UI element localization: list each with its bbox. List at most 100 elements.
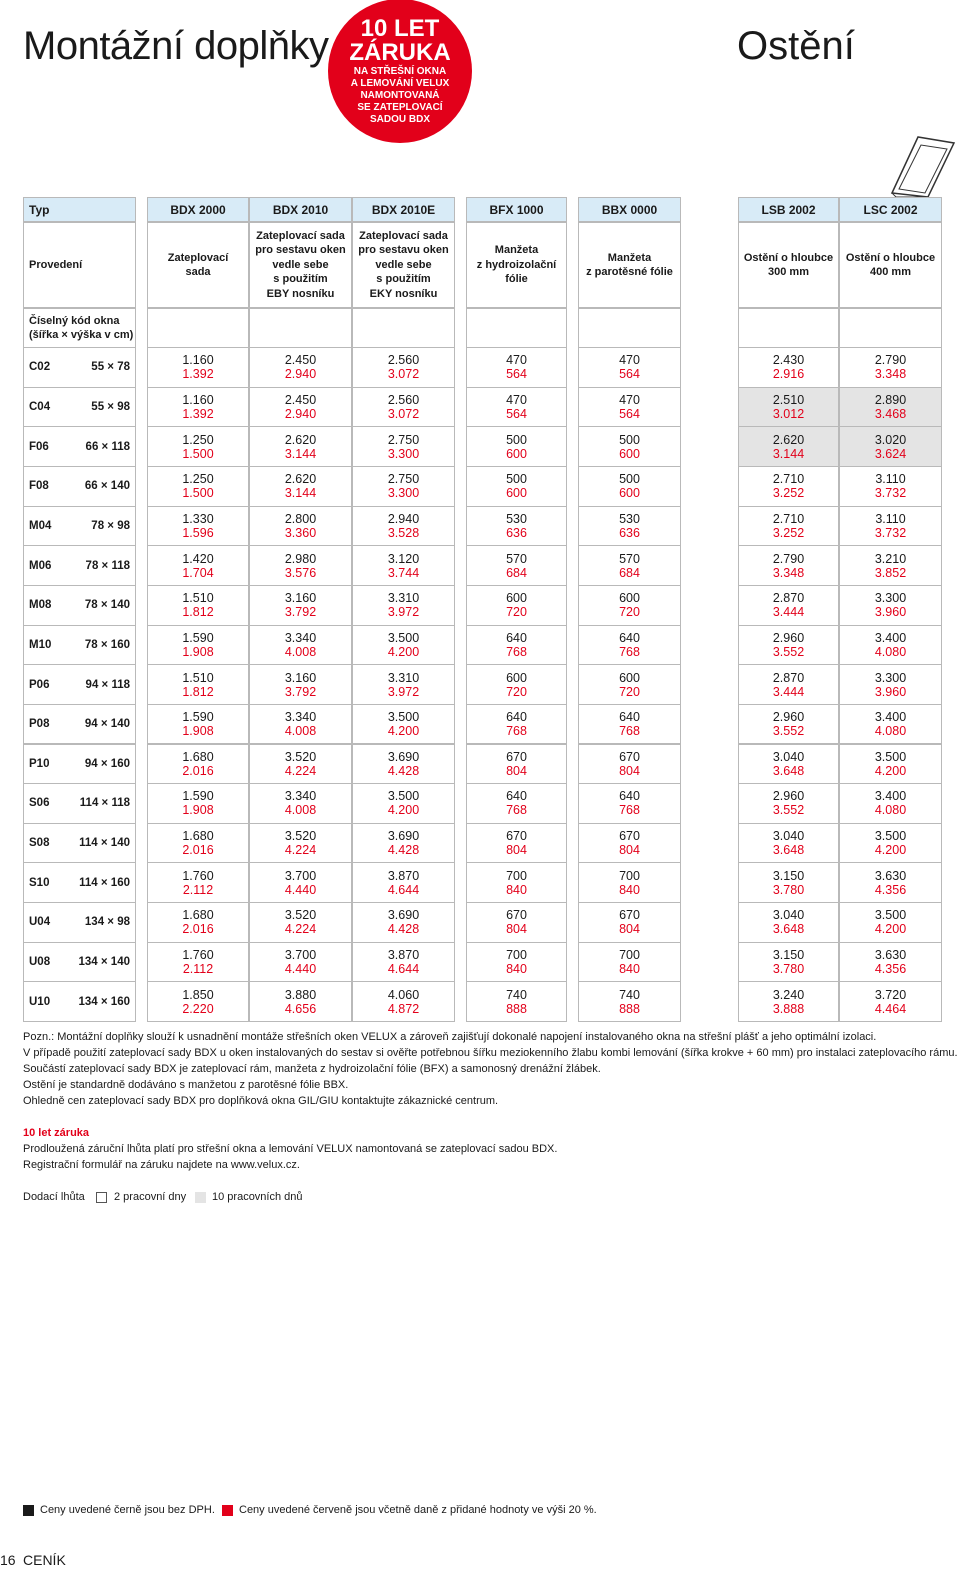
price-net: 570 (619, 551, 640, 566)
price-cell: 2.710 3.252 (738, 505, 839, 547)
price-net: 2.450 (284, 392, 317, 407)
column-code: BDX 2000 (147, 197, 249, 222)
price-cell: 670 804 (466, 822, 567, 864)
price-cell: 4.060 4.872 (352, 981, 455, 1023)
price-net: 700 (619, 868, 640, 883)
price-net: 3.500 (387, 710, 420, 725)
price-net: 530 (619, 511, 640, 526)
price-net: 2.870 (772, 670, 805, 685)
description-line: z hydroizolační (476, 258, 557, 271)
badge-line: NAMONTOVANÁ (360, 90, 440, 101)
price-cell: 640 768 (578, 783, 681, 824)
price-gross: 3.732 (874, 525, 907, 540)
price-gross: 4.080 (874, 803, 907, 818)
price-gross: 888 (619, 1001, 640, 1016)
price-cell: 3.870 4.644 (352, 862, 455, 904)
price-gross: 3.732 (874, 486, 907, 501)
row-code: M10 78 × 160 (23, 624, 136, 666)
description-line: Manžeta (607, 251, 652, 264)
price-net: 2.940 (387, 511, 420, 526)
price-cell: 3.630 4.356 (839, 862, 942, 904)
window-icon (890, 136, 956, 198)
price-gross: 3.648 (772, 922, 805, 937)
price-net: 3.400 (874, 630, 907, 645)
price-gross: 564 (506, 406, 527, 421)
price-net: 2.510 (772, 392, 805, 407)
price-gross: 1.500 (182, 486, 214, 501)
note: Ostění je standardně dodáváno s manžetou… (23, 1079, 349, 1091)
price-gross: 4.440 (284, 962, 317, 977)
price-cell: 530 636 (466, 505, 567, 547)
price-gross: 3.576 (284, 565, 317, 580)
price-net: 3.870 (387, 948, 420, 963)
row-code: C04 55 × 98 (23, 386, 136, 428)
row-code: U08 134 × 140 (23, 941, 136, 983)
price-gross: 4.656 (284, 1001, 317, 1016)
price-gross: 720 (619, 605, 640, 620)
price-gross: 3.300 (387, 446, 420, 461)
price-net: 1.160 (182, 392, 214, 407)
price-cell: 3.310 3.972 (352, 664, 455, 705)
badge-line: ZÁRUKA (349, 39, 451, 66)
price-net: 3.870 (387, 868, 420, 883)
description-line: Zateplovací (167, 251, 229, 264)
row-code: C02 55 × 78 (23, 347, 136, 388)
price-gross: 4.440 (284, 882, 317, 897)
price-cell: 1.680 2.016 (147, 743, 249, 785)
price-net: 3.880 (284, 987, 317, 1002)
price-net: 3.040 (772, 908, 805, 923)
row-code: S06 114 × 118 (23, 783, 136, 824)
price-gross: 3.648 (772, 763, 805, 778)
price-net: 3.340 (284, 710, 317, 725)
window-code: F08 (29, 480, 49, 493)
note: Pozn.: Montážní doplňky slouží k usnadně… (23, 1031, 877, 1043)
row-code: M06 78 × 118 (23, 545, 136, 586)
badge-line: 10 LET (360, 15, 440, 42)
window-size: 66 × 140 (84, 480, 130, 493)
price-net: 640 (619, 789, 640, 804)
column-description: Zateplovací sada (147, 222, 249, 308)
price-cell: 3.150 3.780 (738, 862, 839, 904)
price-cell: 1.510 1.812 (147, 664, 249, 705)
price-gross: 3.348 (772, 565, 805, 580)
price-net: 3.520 (284, 829, 317, 844)
type-label: Typ (23, 197, 136, 222)
provedeni-label: Provedení (23, 222, 136, 308)
price-gross: 4.356 (874, 882, 907, 897)
price-cell: 1.250 1.500 (147, 426, 249, 467)
price-cell: 2.750 3.300 (352, 426, 455, 467)
price-net: 3.500 (387, 789, 420, 804)
badge-line: A LEMOVÁNÍ VELUX (350, 78, 450, 89)
price-cell: 3.870 4.644 (352, 941, 455, 983)
description-line: Ostění o hloubce (743, 251, 834, 264)
price-cell: 1.510 1.812 (147, 584, 249, 626)
price-net: 3.160 (284, 591, 317, 606)
price-cell: 500 600 (578, 426, 681, 467)
price-gross: 3.444 (772, 684, 805, 699)
price-gross: 564 (619, 367, 640, 382)
price-cell: 3.110 3.732 (839, 505, 942, 547)
row-code: P06 94 × 118 (23, 664, 136, 705)
price-net: 2.560 (387, 392, 420, 407)
price-gross: 768 (619, 803, 640, 818)
price-net: 1.680 (182, 908, 214, 923)
price-cell: 2.940 3.528 (352, 505, 455, 547)
price-cell: 3.520 4.224 (249, 902, 352, 943)
price-gross: 4.872 (387, 1001, 420, 1016)
price-gross: 3.252 (772, 486, 805, 501)
price-cell: 2.790 3.348 (839, 347, 942, 388)
price-gross: 840 (619, 882, 640, 897)
window-size: 94 × 160 (84, 757, 130, 770)
code-empty (738, 308, 839, 348)
price-cell: 670 804 (578, 743, 681, 785)
price-gross: 600 (619, 446, 640, 461)
price-net: 1.590 (182, 630, 214, 645)
price-cell: 470 564 (578, 347, 681, 388)
price-cell: 2.800 3.360 (249, 505, 352, 547)
price-cell: 570 684 (466, 545, 567, 586)
price-gross: 684 (619, 565, 640, 580)
note: Ohledně cen zateplovací sady BDX pro dop… (23, 1095, 499, 1107)
price-net: 3.340 (284, 630, 317, 645)
price-net: 740 (619, 987, 640, 1002)
description-line: Ostění o hloubce (845, 251, 936, 264)
